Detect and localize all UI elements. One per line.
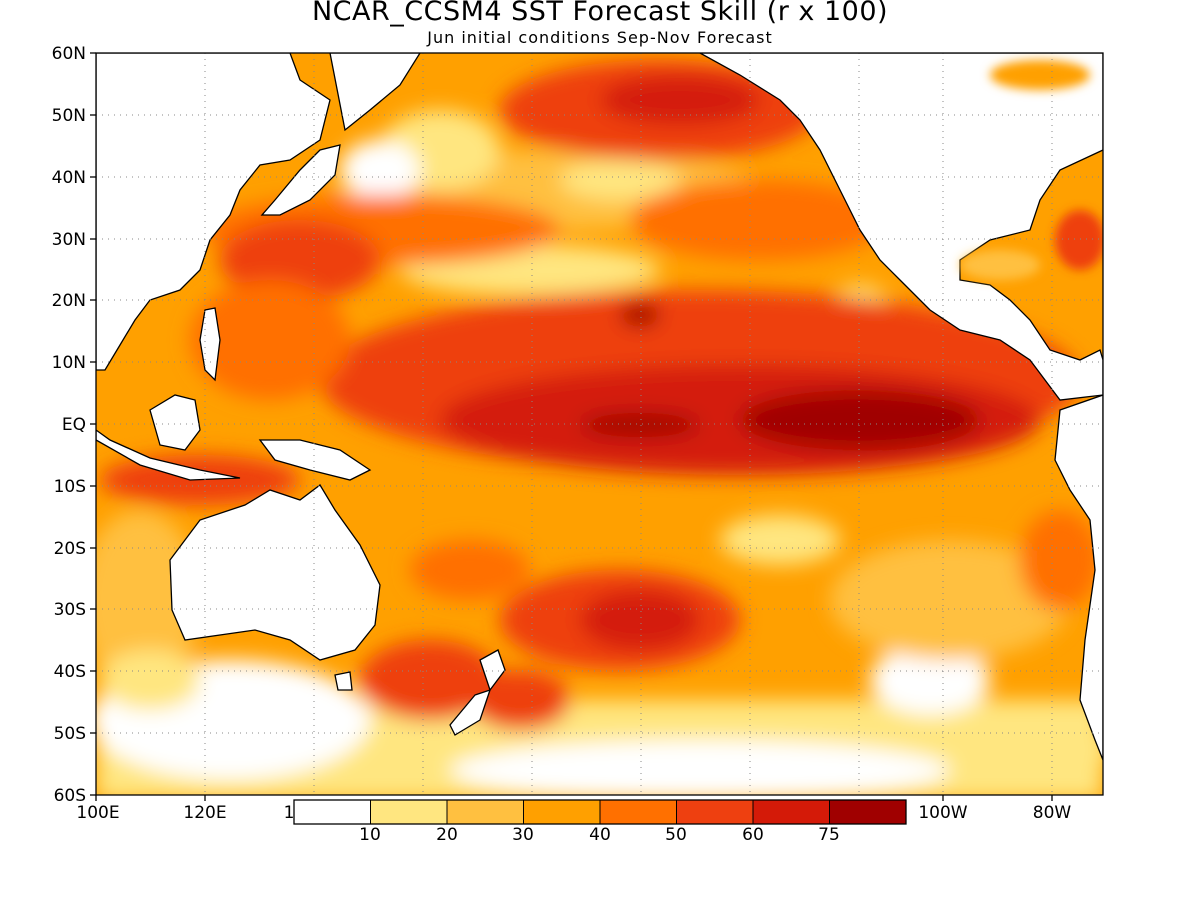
lat-label: 60N (52, 44, 86, 64)
colorbar-label: 10 (359, 825, 381, 845)
lon-label: 100E (76, 803, 119, 823)
colorbar-swatch (829, 799, 907, 825)
colorbar-label: 75 (818, 825, 840, 845)
colorbar-swatch (752, 799, 830, 825)
lat-label: 20N (52, 291, 86, 311)
lat-label: 10S (54, 477, 86, 497)
colorbar-swatch (370, 799, 448, 825)
lat-label: 40S (54, 662, 86, 682)
lon-label: 1 (284, 803, 295, 823)
lat-labels: 60N 50N 40N 30N 20N 10N EQ 10S 20S 30S 4… (52, 44, 86, 806)
skill-field (96, 53, 1103, 795)
lat-label: 30S (54, 600, 86, 620)
colorbar-label: 20 (436, 825, 458, 845)
grid-lines (96, 53, 1103, 795)
lat-label: 50S (54, 724, 86, 744)
lon-ticks (95, 795, 1053, 801)
lat-label: EQ (62, 415, 86, 435)
colorbar-swatch (599, 799, 677, 825)
colorbar-label: 50 (665, 825, 687, 845)
lat-label: 10N (52, 353, 86, 373)
lat-label: 30N (52, 230, 86, 250)
atlantic-skill (960, 60, 1103, 280)
lon-label: 120E (183, 803, 226, 823)
map-subtitle: Jun initial conditions Sep-Nov Forecast (427, 28, 773, 47)
lon-label: 100W (918, 803, 967, 823)
colorbar-label: 40 (589, 825, 611, 845)
colorbar: 10 20 30 40 50 60 75 (293, 799, 907, 845)
colorbar-swatch (293, 799, 371, 825)
lon-label: 80W (1033, 803, 1072, 823)
lat-label: 60S (54, 786, 86, 806)
lon-labels: 100E 120E 1 100W 80W (76, 803, 1071, 823)
map-title: NCAR_CCSM4 SST Forecast Skill (r x 100) (311, 0, 889, 27)
colorbar-swatch (676, 799, 754, 825)
lat-label: 50N (52, 106, 86, 126)
colorbar-swatch (523, 799, 601, 825)
colorbar-label: 60 (742, 825, 764, 845)
lat-label: 20S (54, 539, 86, 559)
colorbar-swatch (446, 799, 524, 825)
lat-ticks (90, 52, 96, 796)
colorbar-label: 30 (512, 825, 534, 845)
lat-label: 40N (52, 168, 86, 188)
land-masses (96, 53, 1103, 761)
